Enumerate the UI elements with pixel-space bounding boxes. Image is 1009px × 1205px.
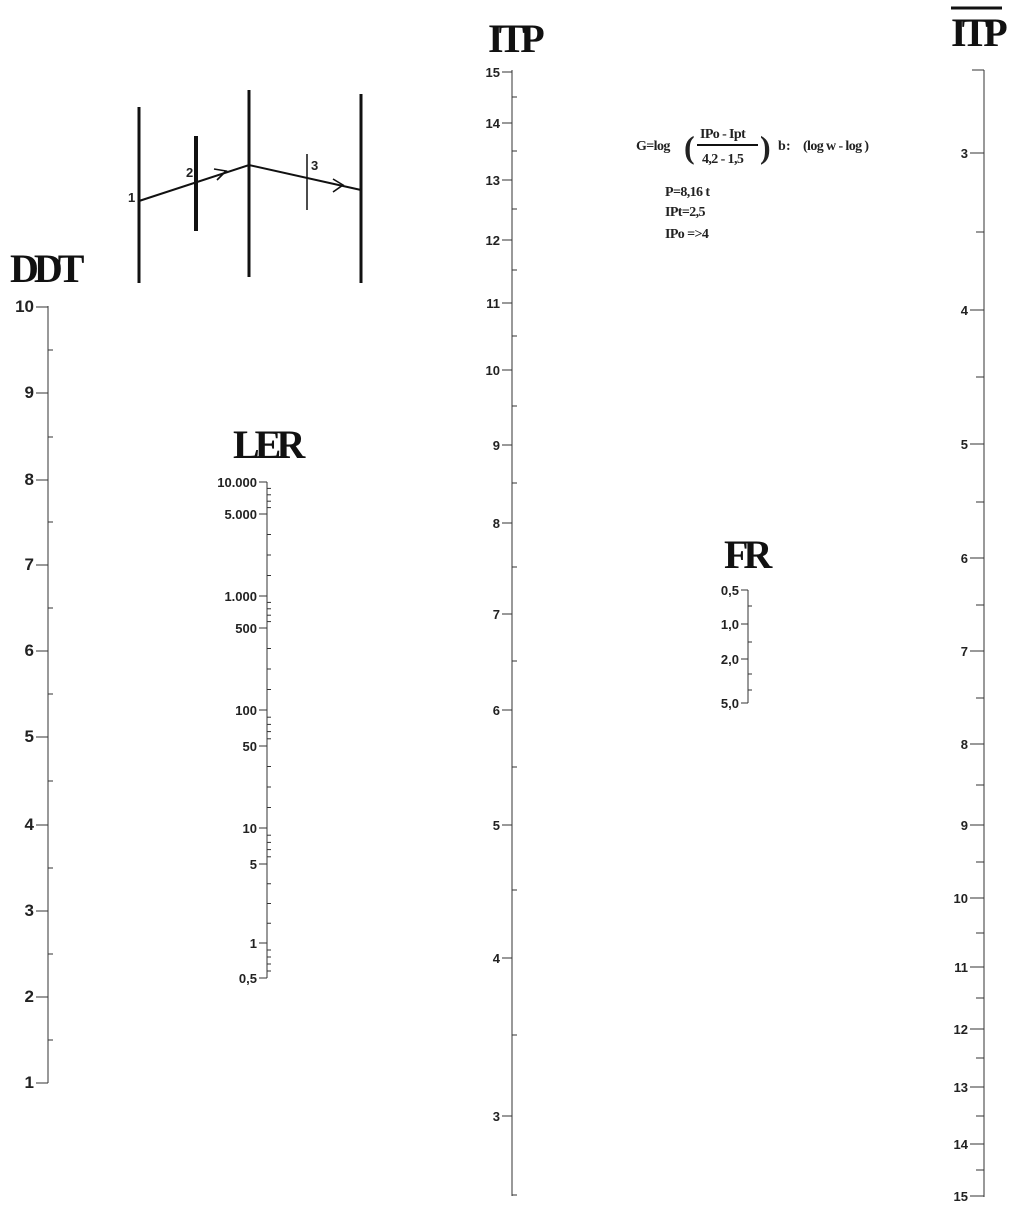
- formula-open-paren: (: [684, 129, 695, 165]
- itp-tick-label: 9: [493, 438, 500, 453]
- itp_bar-tick-label: 4: [961, 303, 969, 318]
- formula-param-ipo: IPo =>4: [665, 227, 709, 242]
- ddt-tick-label: 10: [15, 297, 34, 316]
- fr-title: FR: [724, 532, 773, 577]
- fr-tick-label: 5,0: [721, 696, 739, 711]
- itp-bar-title: ITP: [951, 10, 1007, 55]
- fr-tick-label: 1,0: [721, 617, 739, 632]
- ler-tick-label: 0,5: [239, 971, 257, 986]
- itp-tick-label: 8: [493, 516, 500, 531]
- itp_bar-tick-label: 13: [954, 1080, 968, 1095]
- itp-tick-label: 15: [486, 65, 500, 80]
- ler-tick-label: 10: [243, 821, 257, 836]
- itp_bar-tick-label: 14: [954, 1137, 969, 1152]
- ler-tick-label: 10.000: [217, 475, 257, 490]
- itp_bar-tick-label: 12: [954, 1022, 968, 1037]
- fr-tick-label: 0,5: [721, 583, 739, 598]
- itp-tick-label: 13: [486, 173, 500, 188]
- ddt-title: DDT: [10, 246, 85, 291]
- itp-tick-label: 3: [493, 1109, 500, 1124]
- ddt-tick-label: 9: [25, 383, 34, 402]
- ddt-tick-label: 3: [25, 901, 34, 920]
- ler-tick-label: 50: [243, 739, 257, 754]
- itp_bar-tick-label: 11: [954, 960, 968, 975]
- itp-bar-scale: 3 4 5 6 7 8 9 10 11 12 13 14 15: [954, 69, 985, 1204]
- formula-denominator: 4,2 - 1,5: [702, 152, 744, 167]
- itp_bar-tick-label: 6: [961, 551, 968, 566]
- key-label-3: 3: [311, 158, 318, 173]
- ddt-tick-label: 1: [25, 1073, 34, 1092]
- key-arrow-1: [213, 168, 228, 181]
- itp_bar-tick-label: 10: [954, 891, 968, 906]
- itp_bar-tick-label: 15: [954, 1189, 968, 1204]
- ddt-tick-label: 7: [25, 555, 34, 574]
- ler-title: LER: [233, 422, 306, 467]
- itp-scale: 15 14 13 12 11 10 9 8 7 6 5 4 3: [486, 65, 517, 1196]
- itp-tick-label: 10: [486, 363, 500, 378]
- key-path-line: [138, 163, 362, 202]
- fr-scale: 0,5 1,0 2,0 5,0: [721, 583, 752, 711]
- ler-tick-label: 100: [235, 703, 257, 718]
- ler-tick-label: 1: [250, 936, 257, 951]
- ler-tick-label: 500: [235, 621, 257, 636]
- formula-lhs: G=log: [636, 139, 670, 154]
- itp-tick-label: 5: [493, 818, 500, 833]
- ddt-scale: 10 9 8 7 6 5 4 3 2 1: [15, 297, 53, 1092]
- itp-title: ITP: [488, 16, 544, 61]
- itp_bar-tick-label: 8: [961, 737, 968, 752]
- formula-param-ipt: IPt=2,5: [665, 205, 706, 220]
- formula-tail: (log w - log ): [803, 139, 869, 154]
- itp_bar-tick-label: 7: [961, 644, 968, 659]
- ddt-tick-label: 8: [25, 470, 34, 489]
- key-label-2: 2: [186, 165, 193, 180]
- ler-tick-label: 1.000: [224, 589, 257, 604]
- key-arrow-2: [332, 178, 345, 193]
- itp_bar-tick-label: 9: [961, 818, 968, 833]
- ler-tick-label: 5.000: [224, 507, 257, 522]
- key-diagram: 1 2 3: [128, 90, 363, 283]
- formula-b: b: [778, 139, 786, 154]
- itp-tick-label: 7: [493, 607, 500, 622]
- formula-colon: :: [786, 139, 790, 154]
- itp_bar-tick-label: 5: [961, 437, 968, 452]
- ddt-tick-label: 2: [25, 987, 34, 1006]
- itp_bar-tick-label: 3: [961, 146, 968, 161]
- formula-param-p: P=8,16 t: [665, 185, 710, 200]
- itp-tick-label: 4: [493, 951, 501, 966]
- ddt-tick-label: 4: [25, 815, 35, 834]
- itp-tick-label: 11: [486, 296, 500, 311]
- formula-close-paren: ): [760, 129, 771, 165]
- itp-tick-label: 14: [486, 116, 501, 131]
- ddt-tick-label: 5: [25, 727, 34, 746]
- key-label-1: 1: [128, 190, 135, 205]
- formula-numerator: IPo - Ipt: [700, 127, 746, 142]
- itp-tick-label: 12: [486, 233, 500, 248]
- itp-tick-label: 6: [493, 703, 500, 718]
- ddt-tick-label: 6: [25, 641, 34, 660]
- ler-tick-label: 5: [250, 857, 257, 872]
- formula-block: G=log ( IPo - Ipt 4,2 - 1,5 ) b : (log w…: [636, 127, 870, 242]
- ler-scale: 10.000 5.000 1.000 500 100 50 10 5 1 0,5: [217, 475, 271, 986]
- fr-tick-label: 2,0: [721, 652, 739, 667]
